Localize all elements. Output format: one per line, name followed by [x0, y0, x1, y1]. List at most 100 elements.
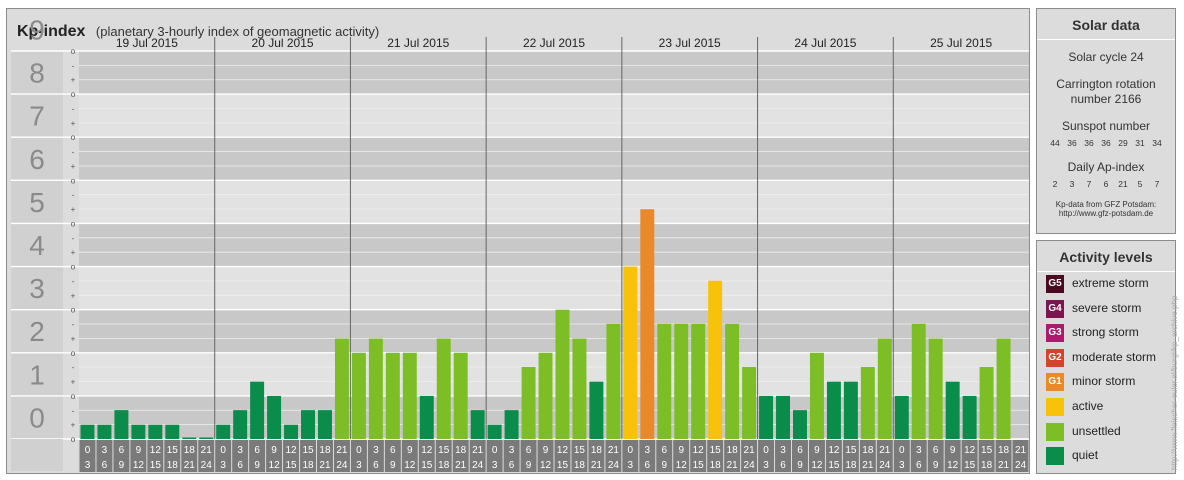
- y-tick-label: 1: [29, 359, 45, 390]
- kp-bar: [725, 323, 740, 439]
- x-tick-end: 3: [899, 460, 905, 471]
- kp-chart-panel: Kp-index (planetary 3-hourly index of ge…: [6, 8, 1030, 474]
- x-tick-end: 6: [645, 460, 651, 471]
- x-tick-start: 18: [184, 445, 196, 456]
- x-tick-cell: [995, 440, 1012, 472]
- x-tick-end: 3: [492, 460, 498, 471]
- x-tick-cell: [503, 440, 520, 472]
- x-tick-start: 12: [828, 445, 840, 456]
- x-tick-start: 3: [237, 445, 243, 456]
- x-tick-cell: [486, 440, 503, 472]
- x-tick-cell: [350, 440, 367, 472]
- ap-index-values: 2 3 7 6 21 5 7: [1037, 179, 1175, 189]
- x-tick-start: 21: [608, 445, 620, 456]
- kp-bar: [945, 381, 960, 439]
- x-tick-end: 15: [828, 460, 840, 471]
- x-tick-cell: [537, 440, 554, 472]
- x-tick-start: 21: [879, 445, 891, 456]
- kp-bar: [928, 338, 943, 439]
- kp-bar: [504, 410, 519, 439]
- kp-band: [79, 266, 1029, 310]
- legend-label: extreme storm: [1072, 276, 1149, 290]
- x-tick-start: 6: [526, 445, 532, 456]
- x-tick-start: 18: [319, 445, 331, 456]
- x-tick-cell: [435, 440, 452, 472]
- x-tick-end: 24: [608, 460, 620, 471]
- x-tick-cell: [452, 440, 469, 472]
- carrington-line-2: number 2166: [1070, 92, 1142, 106]
- ap-index-value: 2: [1052, 179, 1058, 189]
- source-link[interactable]: http://www.gfz-potsdam.de: [1058, 209, 1154, 218]
- y-subtick-label: +: [71, 378, 76, 387]
- sunspot-value: 36: [1084, 138, 1094, 148]
- y-tick-label: 5: [29, 187, 45, 218]
- x-tick-end: 24: [201, 460, 213, 471]
- y-tick-label: 2: [29, 316, 45, 347]
- x-tick-cell: [673, 440, 690, 472]
- x-tick-cell: [181, 440, 198, 472]
- kp-bar-chart: 0123456789o+-o+-o+-o+-o+-o+-o+-o+-o+-o19…: [11, 14, 1029, 472]
- chart-title: Kp-index: [17, 23, 86, 40]
- y-tick-label: 6: [29, 144, 45, 175]
- y-subtick-label: o: [71, 435, 76, 444]
- day-label: 20 Jul 2015: [252, 36, 314, 50]
- x-tick-start: 0: [220, 445, 226, 456]
- legend-swatch: G1: [1046, 373, 1064, 392]
- x-tick-cell: [367, 440, 384, 472]
- y-tick-label: 9: [29, 14, 45, 45]
- x-tick-cell: [249, 440, 266, 472]
- ap-index-value: 5: [1137, 179, 1143, 189]
- x-tick-cell: [401, 440, 418, 472]
- x-tick-start: 15: [167, 445, 179, 456]
- x-tick-end: 6: [373, 460, 379, 471]
- legend-swatch: [1046, 398, 1064, 416]
- x-tick-end: 12: [404, 460, 416, 471]
- kp-bar: [809, 352, 824, 439]
- x-tick-start: 18: [455, 445, 467, 456]
- kp-bar: [402, 352, 417, 439]
- y-subtick-label: -: [72, 61, 75, 70]
- kp-bar: [216, 424, 231, 439]
- kp-bar: [436, 338, 451, 439]
- kp-bar: [860, 367, 875, 439]
- x-tick-start: 21: [336, 445, 348, 456]
- kp-bar: [453, 352, 468, 439]
- kp-band: [79, 137, 1029, 181]
- x-tick-start: 6: [390, 445, 396, 456]
- y-subtick-label: +: [71, 205, 76, 214]
- kp-bar: [538, 352, 553, 439]
- chart-subtitle: (planetary 3-hourly index of geomagnetic…: [95, 24, 380, 39]
- x-tick-end: 21: [591, 460, 603, 471]
- x-tick-cell: [130, 440, 147, 472]
- x-tick-start: 12: [421, 445, 433, 456]
- legend-label: minor storm: [1072, 374, 1136, 389]
- legend-swatch: G3: [1046, 324, 1064, 343]
- kp-bar: [657, 323, 672, 439]
- day-label: 24 Jul 2015: [794, 36, 856, 50]
- x-tick-start: 6: [254, 445, 260, 456]
- x-tick-start: 3: [373, 445, 379, 456]
- x-tick-start: 12: [285, 445, 297, 456]
- x-tick-end: 9: [119, 460, 125, 471]
- x-tick-start: 0: [356, 445, 362, 456]
- x-tick-end: 18: [845, 460, 857, 471]
- x-tick-end: 6: [780, 460, 786, 471]
- x-tick-cell: [961, 440, 978, 472]
- x-tick-end: 15: [557, 460, 569, 471]
- x-tick-cell: [944, 440, 961, 472]
- x-tick-start: 15: [302, 445, 314, 456]
- y-subtick-label: +: [71, 291, 76, 300]
- x-tick-end: 6: [509, 460, 515, 471]
- x-tick-start: 15: [574, 445, 586, 456]
- x-tick-start: 0: [492, 445, 498, 456]
- x-tick-cell: [266, 440, 283, 472]
- y-axis-column: [11, 51, 63, 439]
- kp-bar: [419, 395, 434, 439]
- x-tick-start: 12: [557, 445, 569, 456]
- x-tick-start: 12: [964, 445, 976, 456]
- x-tick-start: 15: [710, 445, 722, 456]
- kp-bar: [589, 381, 604, 439]
- sunspot-label: Sunspot number: [1061, 119, 1151, 133]
- x-tick-start: 0: [628, 445, 634, 456]
- kp-bar: [572, 338, 587, 439]
